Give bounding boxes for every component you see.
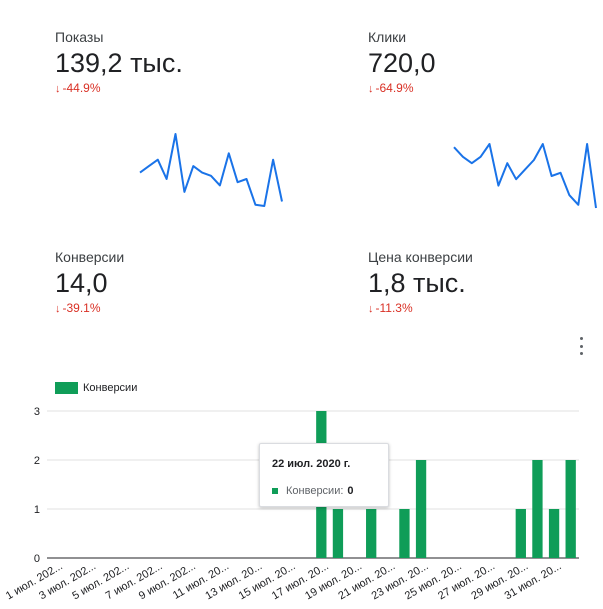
bar[interactable] bbox=[532, 460, 543, 558]
bar[interactable] bbox=[548, 509, 560, 558]
arrow-down-icon: ↓ bbox=[55, 83, 61, 95]
bar[interactable] bbox=[366, 509, 377, 558]
kpi-value: 139,2 тыс. bbox=[55, 48, 183, 78]
chart-tooltip: 22 июл. 2020 г. Конверсии: 0 bbox=[259, 443, 389, 507]
arrow-down-icon: ↓ bbox=[368, 303, 374, 315]
sparkline-series bbox=[453, 143, 597, 209]
sparkline-clicks bbox=[453, 143, 597, 209]
sparkline-series bbox=[139, 133, 283, 207]
kpi-delta-value: -11.3% bbox=[375, 301, 413, 315]
kpi-conversions[interactable]: Конверсии 14,0 ↓ -39.1% bbox=[55, 249, 124, 315]
tooltip-series: Конверсии: bbox=[286, 485, 344, 497]
tooltip-swatch bbox=[272, 488, 278, 494]
bar[interactable] bbox=[515, 509, 526, 558]
kpi-value: 1,8 тыс. bbox=[368, 268, 466, 298]
kpi-delta: ↓ -44.9% bbox=[55, 81, 183, 95]
legend-swatch bbox=[55, 382, 78, 394]
kpi-delta-value: -39.1% bbox=[62, 301, 101, 315]
kpi-delta-value: -64.9% bbox=[375, 81, 414, 95]
y-tick-label: 1 bbox=[34, 504, 40, 516]
tooltip-title: 22 июл. 2020 г. bbox=[272, 458, 351, 470]
kpi-impressions[interactable]: Показы 139,2 тыс. ↓ -44.9% bbox=[55, 29, 183, 95]
kpi-value: 14,0 bbox=[55, 268, 108, 298]
tooltip-row: Конверсии: 0 bbox=[272, 485, 376, 497]
kpi-label: Показы bbox=[55, 29, 104, 45]
bar[interactable] bbox=[332, 509, 344, 558]
kpi-delta: ↓ -11.3% bbox=[368, 301, 473, 315]
kpi-label: Клики bbox=[368, 29, 407, 45]
chart-legend[interactable]: Конверсии bbox=[55, 382, 137, 394]
arrow-down-icon: ↓ bbox=[368, 83, 374, 95]
kpi-value: 720,0 bbox=[368, 48, 436, 78]
bar[interactable] bbox=[399, 509, 410, 558]
kpi-cost-per-conversion[interactable]: Цена конверсии 1,8 тыс. ↓ -11.3% bbox=[368, 249, 473, 315]
more-vert-icon[interactable] bbox=[575, 337, 587, 355]
kpi-label: Цена конверсии bbox=[368, 249, 473, 265]
kpi-delta: ↓ -64.9% bbox=[368, 81, 436, 95]
y-tick-label: 0 bbox=[34, 553, 40, 565]
legend-label: Конверсии bbox=[83, 382, 138, 394]
kpi-clicks[interactable]: Клики 720,0 ↓ -64.9% bbox=[368, 29, 436, 95]
bar[interactable] bbox=[415, 460, 427, 558]
kpi-delta: ↓ -39.1% bbox=[55, 301, 124, 315]
tooltip-value: 0 bbox=[347, 485, 354, 497]
y-tick-label: 3 bbox=[34, 406, 40, 418]
sparkline-impressions bbox=[139, 133, 283, 207]
bar[interactable] bbox=[565, 460, 576, 558]
arrow-down-icon: ↓ bbox=[55, 303, 61, 315]
kpi-delta-value: -44.9% bbox=[62, 81, 101, 95]
y-tick-label: 2 bbox=[34, 455, 40, 467]
kpi-label: Конверсии bbox=[55, 249, 125, 265]
